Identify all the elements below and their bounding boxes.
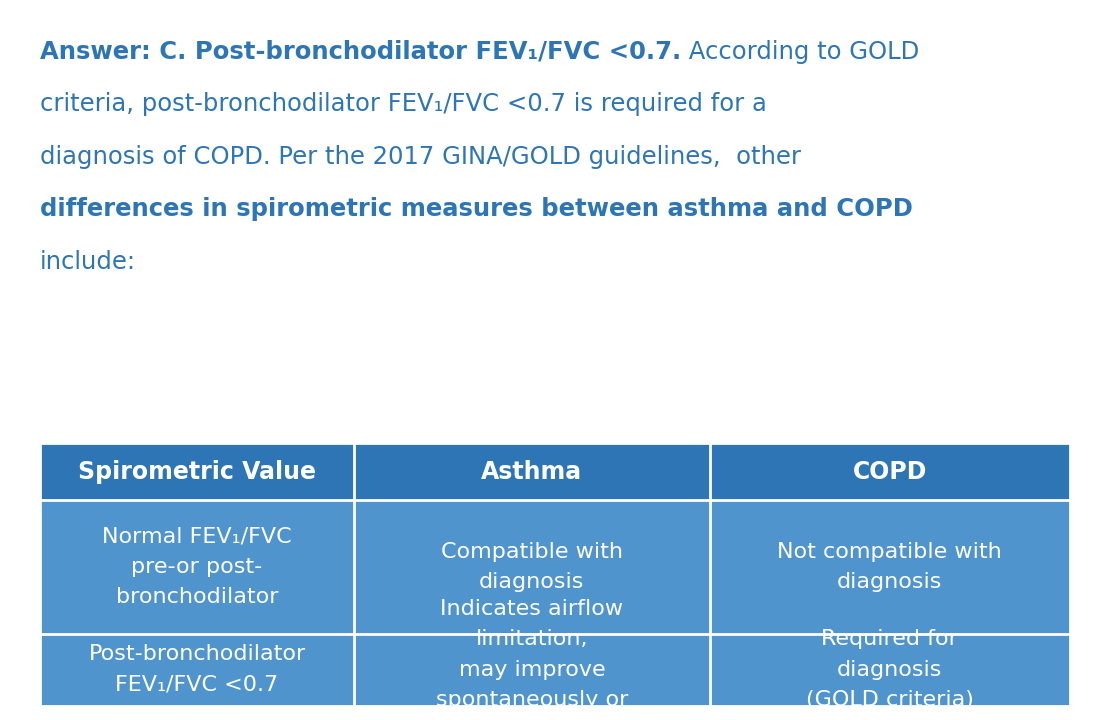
Text: Spirometric Value: Spirometric Value	[78, 459, 316, 484]
Text: Asthma: Asthma	[482, 459, 583, 484]
Text: diagnosis of COPD. Per the 2017 GINA/GOLD guidelines,  other: diagnosis of COPD. Per the 2017 GINA/GOL…	[40, 145, 801, 168]
Text: COPD: COPD	[852, 459, 927, 484]
Text: Compatible with
diagnosis: Compatible with diagnosis	[441, 541, 623, 592]
Bar	[40, 634, 1070, 706]
Text: According to GOLD: According to GOLD	[682, 40, 919, 63]
Bar	[40, 500, 1070, 634]
Text: differences in spirometric measures between asthma and COPD: differences in spirometric measures betw…	[40, 197, 912, 221]
Bar	[40, 443, 1070, 500]
Text: include:: include:	[40, 250, 137, 274]
Text: Not compatible with
diagnosis: Not compatible with diagnosis	[777, 541, 1002, 592]
Text: Normal FEV₁/FVC
pre-or post-
bronchodilator: Normal FEV₁/FVC pre-or post- bronchodila…	[102, 526, 292, 608]
Text: Post-bronchodilator
FEV₁/FVC <0.7: Post-bronchodilator FEV₁/FVC <0.7	[89, 644, 305, 695]
Text: Indicates airflow
limitation,
may improve
spontaneously or
with treatment: Indicates airflow limitation, may improv…	[435, 599, 628, 720]
Text: Required for
diagnosis
(GOLD criteria): Required for diagnosis (GOLD criteria)	[806, 629, 973, 710]
Text: Answer: C. Post-bronchodilator FEV₁/FVC <0.7.: Answer: C. Post-bronchodilator FEV₁/FVC …	[40, 40, 682, 63]
Text: criteria, post-bronchodilator FEV₁/FVC <0.7 is required for a: criteria, post-bronchodilator FEV₁/FVC <…	[40, 92, 767, 116]
